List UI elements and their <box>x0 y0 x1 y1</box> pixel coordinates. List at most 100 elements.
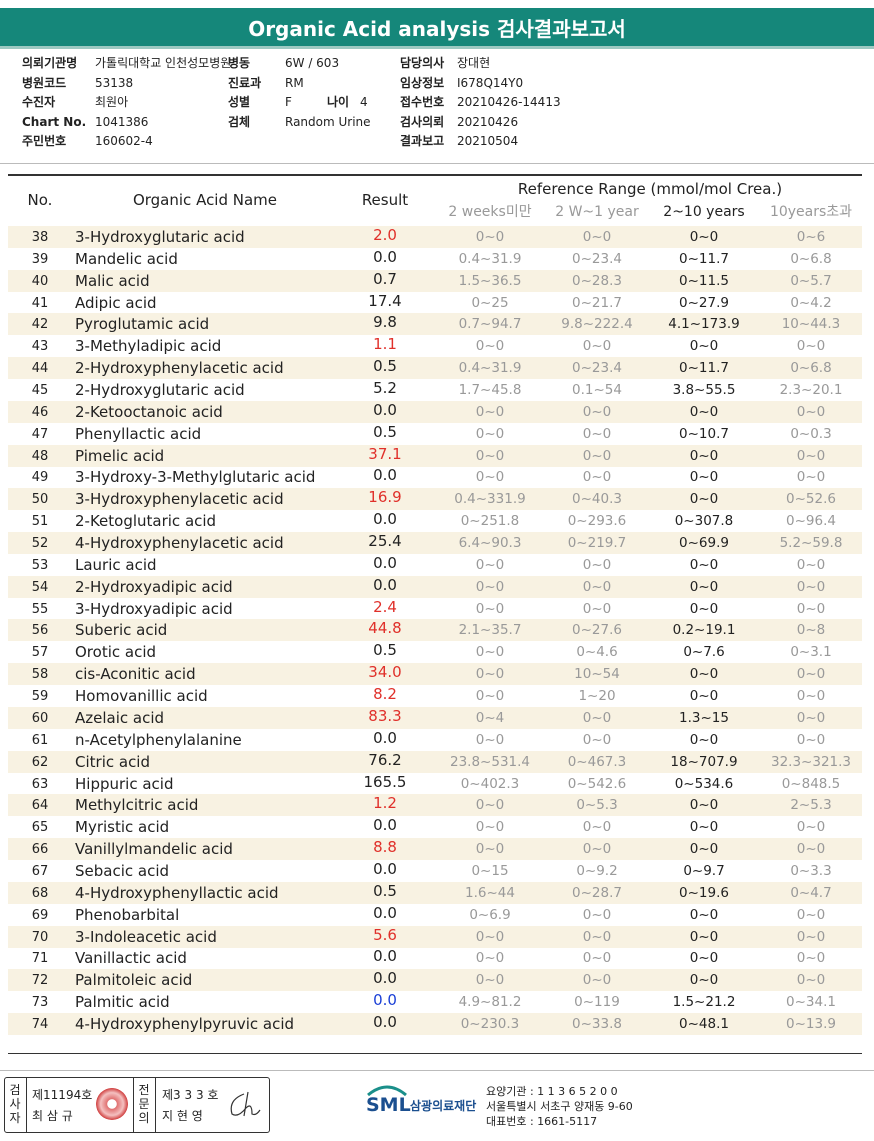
row-range: 0~23.4 <box>572 250 622 267</box>
row-range: 0~0 <box>796 556 826 573</box>
col-range: 2~10 years <box>663 204 745 220</box>
row-range: 32.3~321.3 <box>770 753 852 770</box>
row-name: Pimelic acid <box>75 446 165 465</box>
row-range: 0~0 <box>689 972 719 989</box>
row-name: 3-Indoleacetic acid <box>75 927 217 946</box>
row-name: Pyroglutamic acid <box>75 315 210 334</box>
row-result: 0.0 <box>373 728 397 747</box>
row-range: 2.3~20.1 <box>779 382 843 399</box>
row-range: 0~0 <box>796 819 826 836</box>
row-range: 0~0 <box>582 556 612 573</box>
row-no: 44 <box>31 361 49 377</box>
row-range: 0~3.1 <box>790 644 832 661</box>
row-range: 0~0 <box>475 447 505 464</box>
row-range: 0~0 <box>582 338 612 355</box>
row-no: 69 <box>31 907 49 923</box>
row-range: 0~0 <box>796 928 826 945</box>
row-range: 0.7~94.7 <box>458 316 522 333</box>
row-range: 0~0 <box>689 447 719 464</box>
row-no: 55 <box>31 601 49 617</box>
row-stripe <box>8 226 862 248</box>
row-name: 3-Hydroxy-3-Methylglutaric acid <box>75 468 316 487</box>
row-range: 0~0 <box>796 841 826 858</box>
row-range: 0~0 <box>796 338 826 355</box>
doctor-name: 지 현 영 <box>162 1109 203 1123</box>
info-value: F <box>285 95 292 109</box>
row-no: 62 <box>31 754 49 770</box>
row-range: 0~0 <box>689 841 719 858</box>
row-range: 0~0 <box>689 338 719 355</box>
row-result: 16.9 <box>368 488 402 507</box>
row-range: 0~0 <box>475 950 505 967</box>
info-value: 4 <box>360 95 368 109</box>
row-result: 8.2 <box>373 685 397 704</box>
info-label: 결과보고 <box>400 134 445 148</box>
row-name: 2-Hydroxyglutaric acid <box>75 381 245 400</box>
row-name: 2-Hydroxyphenylacetic acid <box>75 359 284 378</box>
row-result: 76.2 <box>368 750 402 769</box>
row-range: 0~23.4 <box>572 360 622 377</box>
row-no: 39 <box>31 251 49 267</box>
row-range: 0~4.6 <box>576 644 618 661</box>
tester-name: 최 삼 규 <box>32 1109 73 1123</box>
row-result: 25.4 <box>368 532 402 551</box>
row-result: 0.0 <box>373 510 397 529</box>
row-range: 0~27.6 <box>572 622 622 639</box>
row-range: 2.1~35.7 <box>458 622 522 639</box>
row-range: 0~119 <box>574 994 620 1011</box>
row-result: 34.0 <box>368 663 402 682</box>
row-range: 0~9.7 <box>683 862 725 879</box>
row-result: 0.5 <box>373 881 397 900</box>
row-name: Sebacic acid <box>75 861 170 880</box>
row-range: 1~20 <box>578 688 616 705</box>
row-range: 0~0 <box>689 797 719 814</box>
row-no: 41 <box>31 295 49 311</box>
stamp-divider <box>155 1078 156 1132</box>
row-result: 1.2 <box>373 794 397 813</box>
row-range: 4.1~173.9 <box>668 316 740 333</box>
row-range: 0~0 <box>689 928 719 945</box>
row-result: 0.0 <box>373 553 397 572</box>
row-range: 0~0 <box>475 403 505 420</box>
row-range: 1.5~36.5 <box>458 272 522 289</box>
row-range: 0~307.8 <box>674 513 734 530</box>
row-range: 0~28.7 <box>572 884 622 901</box>
row-range: 1.7~45.8 <box>458 382 522 399</box>
row-range: 0.4~331.9 <box>454 491 526 508</box>
info-value: 1041386 <box>95 115 149 129</box>
row-range: 0~0 <box>475 644 505 661</box>
row-range: 0~0 <box>475 578 505 595</box>
row-result: 0.5 <box>373 422 397 441</box>
row-name: 3-Methyladipic acid <box>75 337 222 356</box>
row-range: 0~0 <box>475 819 505 836</box>
row-range: 0~0 <box>582 731 612 748</box>
row-range: 0~0 <box>796 972 826 989</box>
row-range: 0~13.9 <box>786 1015 836 1032</box>
row-range: 0~5.3 <box>576 797 618 814</box>
row-range: 0~0 <box>689 229 719 245</box>
info-value: Random Urine <box>285 115 371 129</box>
report-title: Organic Acid analysis 검사결과보고서 <box>248 17 626 41</box>
row-no: 49 <box>31 470 49 486</box>
row-range: 0~0 <box>796 906 826 923</box>
row-result: 83.3 <box>368 706 402 725</box>
row-range: 0~4 <box>475 709 505 726</box>
row-range: 0~0 <box>796 469 826 486</box>
row-result: 0.0 <box>373 816 397 835</box>
row-no: 54 <box>31 579 49 595</box>
row-result: 0.5 <box>373 641 397 660</box>
info-label: 주민번호 <box>22 134 67 148</box>
info-value: 가톨릭대학교 인천성모병원 <box>95 56 232 70</box>
row-range: 6.4~90.3 <box>458 535 522 552</box>
row-range: 0~0 <box>689 819 719 836</box>
info-label: 진료과 <box>228 76 262 90</box>
row-range: 0~9.2 <box>576 862 618 879</box>
row-stripe <box>8 794 862 817</box>
col-range: 2 weeks미만 <box>448 204 532 220</box>
row-range: 0~40.3 <box>572 491 622 508</box>
info-value: 최원아 <box>95 95 129 109</box>
org-name: 삼광의료재단 <box>410 1099 477 1113</box>
col-result: Result <box>361 191 409 209</box>
tester-title: 검사자 <box>9 1083 21 1125</box>
row-result: 0.0 <box>373 969 397 988</box>
